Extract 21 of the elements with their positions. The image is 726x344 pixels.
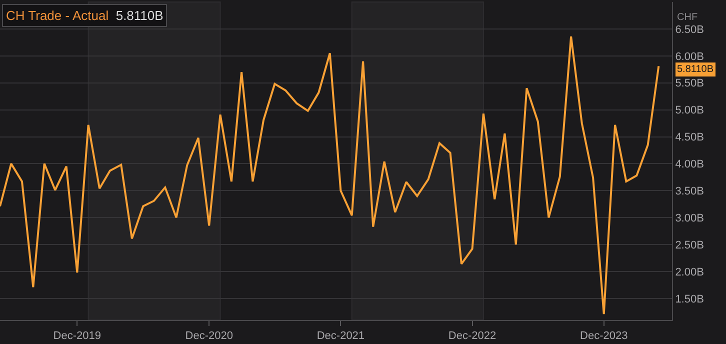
y-tick-label: 3.50B bbox=[675, 185, 704, 198]
x-tick-label: Dec-2019 bbox=[53, 330, 101, 342]
y-tick-label: 6.50B bbox=[675, 24, 704, 36]
y-tick-label: 3.00B bbox=[675, 212, 704, 224]
y-tick-label: 5.00B bbox=[675, 104, 704, 117]
y-tick-label: 5.50B bbox=[675, 78, 704, 90]
x-tick-label: Dec-2023 bbox=[580, 330, 628, 342]
y-tick-label: 4.50B bbox=[675, 132, 704, 144]
line-series bbox=[0, 35, 660, 316]
x-tick-label: Dec-2020 bbox=[185, 330, 233, 342]
y-tick-label: 4.00B bbox=[675, 158, 704, 171]
y-tick-label: 2.50B bbox=[675, 239, 704, 252]
y-tick-label: 6.00B bbox=[675, 50, 704, 63]
text: CH Trade - Actual bbox=[6, 8, 109, 23]
text: 5.8110B bbox=[116, 8, 164, 23]
annotation: 5.8110B bbox=[677, 64, 714, 75]
y-tick-label: 1.50B bbox=[675, 293, 704, 306]
x-tick-label: Dec-2022 bbox=[448, 330, 496, 342]
y-axis-title: CHF bbox=[677, 12, 698, 23]
y-tick-label: 2.00B bbox=[675, 266, 704, 278]
x-tick-label: Dec-2021 bbox=[316, 330, 365, 342]
